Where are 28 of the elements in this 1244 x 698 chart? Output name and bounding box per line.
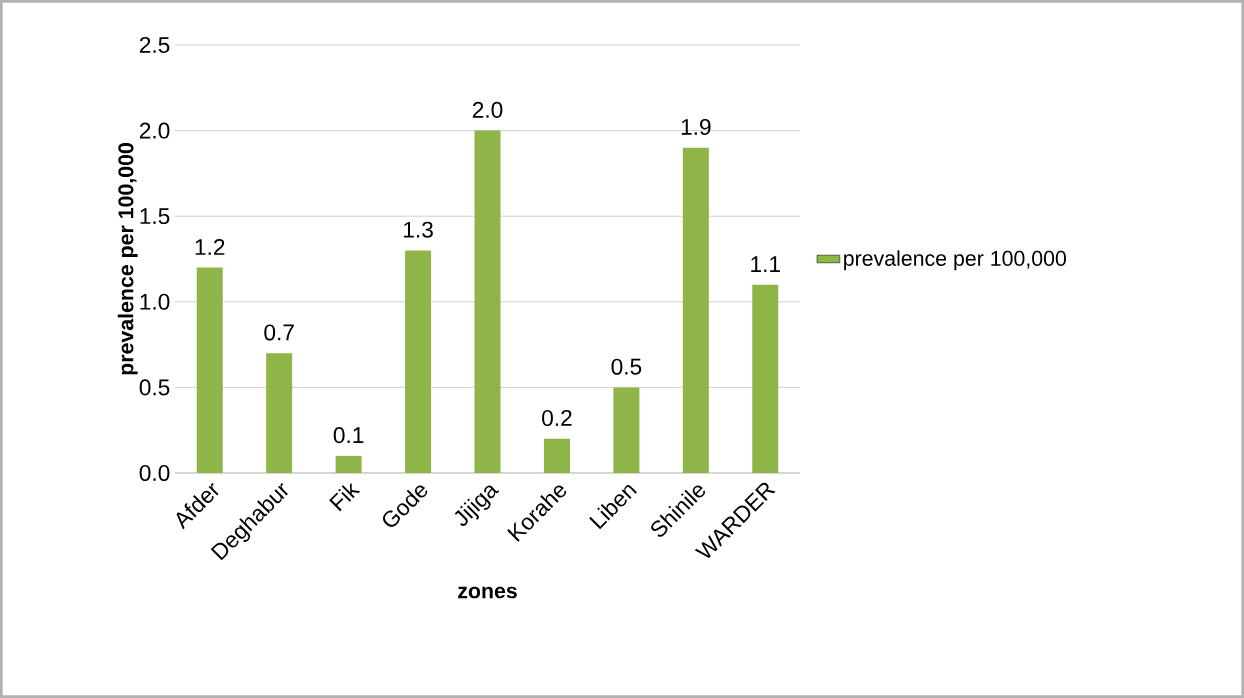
data-label: 1.9	[681, 118, 711, 136]
bar	[752, 284, 779, 473]
data-label: 1.1	[751, 256, 780, 272]
legend-label: prevalence per 100,000	[844, 250, 1066, 271]
data-label: 2.0	[472, 101, 503, 118]
bar	[543, 438, 570, 473]
y-tick-label: 1.5	[140, 208, 170, 225]
bar	[613, 387, 640, 473]
bar	[266, 353, 293, 473]
y-tick-label: 1.0	[140, 293, 170, 310]
y-axis-title: prevalence per 100,000	[117, 143, 138, 375]
y-tick-label: 0.5	[139, 379, 170, 396]
x-tick-label: Fik	[329, 482, 361, 512]
bar	[196, 267, 223, 473]
data-label: 0.5	[611, 358, 642, 375]
y-tick-label: 0.0	[139, 464, 170, 482]
data-label: 0.7	[264, 324, 294, 341]
y-tick-label: 2.5	[139, 36, 170, 54]
y-tick-label: 2.0	[139, 122, 170, 139]
bar	[405, 250, 432, 473]
bar	[474, 130, 501, 473]
x-axis-title: zones	[458, 586, 517, 599]
data-label: 0.1	[333, 427, 364, 444]
data-label: 1.2	[195, 239, 225, 255]
bar	[335, 455, 362, 473]
data-label: 1.3	[404, 221, 433, 238]
bar	[682, 147, 709, 473]
data-label: 0.2	[542, 409, 572, 427]
